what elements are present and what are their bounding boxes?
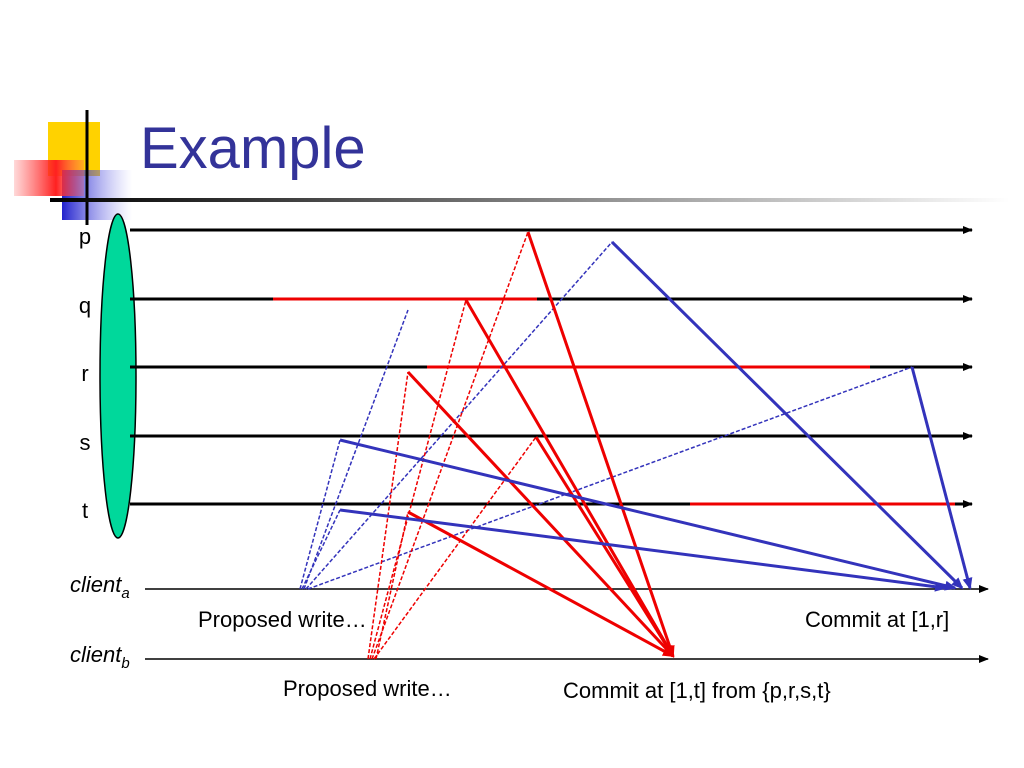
process-lines: p q r s t bbox=[79, 224, 973, 523]
process-label: r bbox=[81, 361, 88, 386]
client-name: client bbox=[70, 642, 122, 667]
annotation: Commit at [1,r] bbox=[805, 607, 949, 632]
blue-proposals bbox=[299, 241, 913, 590]
logo-decoration bbox=[14, 110, 1010, 225]
client-labels: clienta clientb bbox=[70, 572, 130, 672]
blue-commits bbox=[339, 240, 973, 592]
process-label: q bbox=[79, 293, 91, 318]
process-label: t bbox=[82, 498, 88, 523]
process-label: s bbox=[80, 430, 91, 455]
quorum-ellipse bbox=[99, 213, 137, 539]
red-commits bbox=[406, 231, 675, 658]
red-proposals bbox=[367, 231, 537, 660]
process-label: p bbox=[79, 224, 91, 249]
annotation: Proposed write… bbox=[198, 607, 367, 632]
client-name: client bbox=[70, 572, 122, 597]
client-lines bbox=[145, 585, 989, 663]
slide-title: Example bbox=[140, 116, 366, 181]
red-intervals bbox=[273, 297, 955, 506]
client-subscript: b bbox=[121, 655, 129, 672]
client-label: clientb bbox=[70, 642, 130, 672]
client-label: clienta bbox=[70, 572, 130, 602]
client-subscript: a bbox=[121, 585, 129, 602]
annotation: Commit at [1,t] from {p,r,s,t} bbox=[563, 678, 831, 703]
annotation: Proposed write… bbox=[283, 676, 452, 701]
